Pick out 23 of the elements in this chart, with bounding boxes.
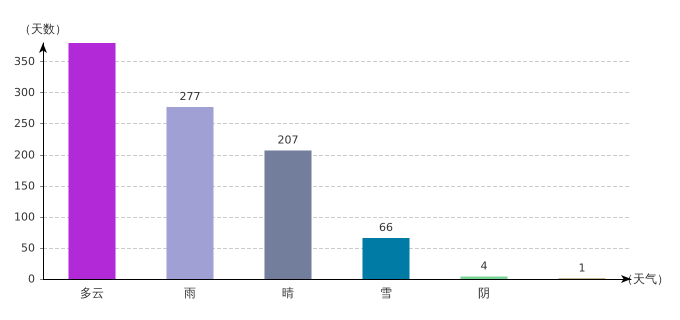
bar [264,150,312,279]
x-tick-label: 阴 [478,286,490,300]
x-tick-label: 多云 [80,286,104,300]
bar [362,238,410,279]
data-label: 1 [578,261,586,274]
bar [166,106,214,279]
y-tick-label: 200 [14,148,35,162]
data-label: 4 [480,260,488,273]
y-tick-label: 50 [21,241,35,254]
y-tick-label: 0 [28,272,35,286]
x-tick-label: 雪 [380,286,392,300]
y-tick-label: 250 [14,117,35,130]
bar [68,43,116,279]
y-axis-title: （天数） [19,22,67,36]
y-tick-label: 100 [14,210,35,224]
data-label: 207 [278,133,298,146]
x-tick-label: 晴 [282,286,294,300]
data-label: 66 [379,221,393,234]
y-tick-label: 350 [14,55,35,68]
data-label: 277 [180,90,200,103]
y-tick-label: 150 [14,179,35,192]
y-tick-label: 300 [14,86,35,100]
x-tick-label: 雨 [184,286,196,300]
